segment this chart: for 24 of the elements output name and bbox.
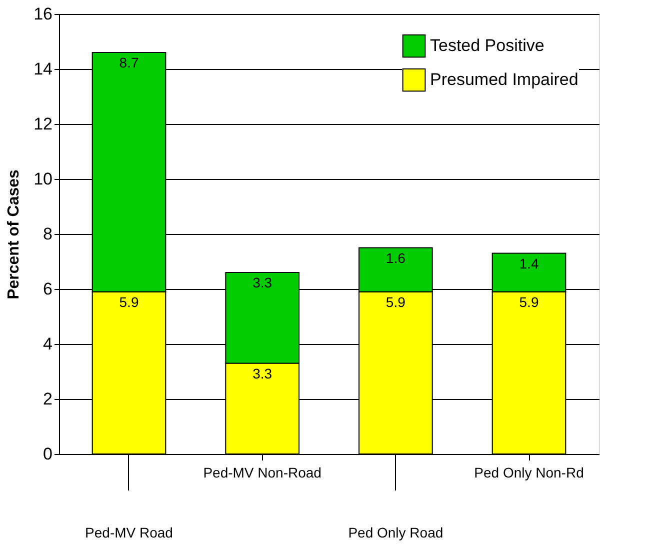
y-tick-label: 6	[43, 280, 52, 298]
legend-label: Presumed Impaired	[430, 70, 578, 89]
data-label: 5.9	[386, 294, 406, 310]
data-label: 5.9	[519, 294, 539, 310]
x-tick-label: Ped-MV Road	[85, 524, 173, 540]
data-label: 5.9	[119, 294, 139, 310]
data-label: 1.6	[386, 250, 406, 266]
data-label: 3.3	[252, 365, 272, 382]
y-tick-label: 2	[43, 390, 52, 408]
y-tick-label: 10	[34, 170, 52, 188]
y-tick-label: 0	[43, 444, 52, 464]
x-tick-label: Ped Only Road	[348, 524, 444, 540]
y-axis-title: Percent of Cases	[6, 169, 23, 300]
y-tick-label: 4	[43, 334, 52, 354]
y-tick-label: 12	[34, 114, 52, 134]
x-tick-label: Ped Only Non-Rd	[474, 464, 584, 480]
data-label: 1.4	[519, 255, 539, 272]
x-tick-label: Ped-MV Non-Road	[203, 464, 322, 480]
y-tick-label: 8	[43, 224, 52, 244]
y-tick-label: 16	[34, 4, 52, 24]
legend-label: Tested Positive	[430, 36, 544, 55]
data-label: 8.7	[119, 54, 139, 70]
y-tick-label: 14	[34, 60, 52, 78]
data-label: 3.3	[252, 274, 272, 290]
